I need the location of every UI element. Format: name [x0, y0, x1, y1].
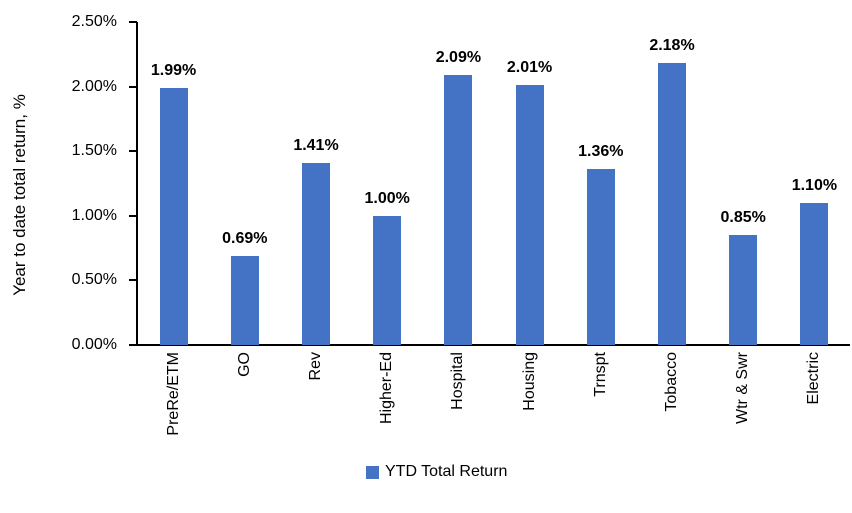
x-category-label: Electric: [805, 352, 823, 405]
bar-value-label: 1.41%: [293, 136, 339, 154]
legend: YTD Total Return: [366, 463, 507, 481]
x-category-label: Tobacco: [663, 352, 680, 412]
x-category-label: Higher-Ed: [378, 352, 396, 425]
x-axis-line: [129, 344, 850, 346]
bar-value-label: 1.00%: [364, 189, 410, 207]
x-category-label: Rev: [307, 352, 324, 381]
y-axis-line: [136, 22, 138, 346]
bar: [729, 235, 758, 345]
bar: [373, 215, 402, 345]
bar-value-label: 2.18%: [649, 37, 695, 55]
bar-value-label: 1.99%: [150, 61, 197, 79]
bar-value-label: 2.09%: [435, 48, 482, 66]
x-category-label: Hospital: [449, 352, 467, 410]
legend-label: YTD Total Return: [385, 463, 508, 480]
y-tick-mark: [129, 150, 137, 153]
bar-value-label: 0.85%: [720, 209, 766, 227]
y-tick-label: 1.50%: [71, 142, 117, 160]
bar: [230, 255, 259, 345]
bar: [515, 85, 544, 345]
x-category-label: Housing: [520, 352, 538, 411]
y-tick-mark: [129, 279, 137, 282]
bar-value-label: 1.36%: [578, 143, 624, 161]
bar-value-label: 2.01%: [506, 59, 553, 77]
y-tick-label: 2.50%: [71, 13, 117, 30]
y-tick-mark: [129, 214, 137, 217]
y-tick-label: 2.00%: [71, 77, 117, 95]
bar: [159, 87, 188, 345]
y-tick-label: 1.00%: [71, 206, 117, 224]
bar-value-label: 0.69%: [222, 229, 268, 247]
x-category-label: PreRe/ETM: [164, 352, 182, 436]
bar: [444, 74, 473, 345]
bar: [658, 63, 686, 345]
y-tick-mark: [129, 21, 137, 23]
bar: [800, 202, 829, 345]
legend-swatch: [366, 465, 379, 479]
x-category-label: Trnspt: [591, 352, 609, 397]
bar-value-label: 1.10%: [791, 176, 838, 194]
x-category-label: Wtr & Swr: [734, 352, 752, 424]
y-axis-title: Year to date total return, %: [10, 94, 29, 296]
y-tick-mark: [129, 85, 137, 88]
y-tick-label: 0.00%: [71, 336, 117, 353]
x-category-label: GO: [235, 352, 253, 377]
bar: [586, 169, 615, 345]
y-tick-label: 0.50%: [71, 271, 117, 289]
bar: [302, 162, 330, 345]
